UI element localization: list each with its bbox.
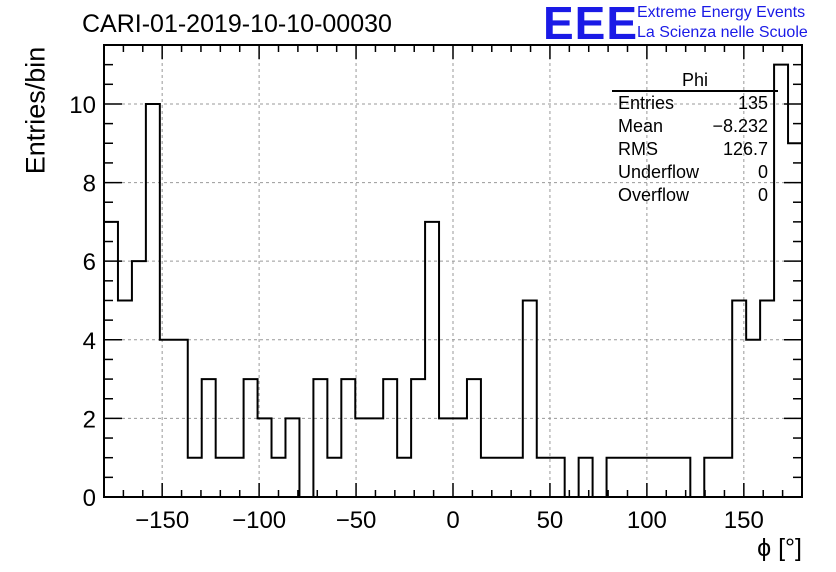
histogram-bar [174, 340, 188, 497]
histogram-bar [523, 300, 537, 497]
histogram-bar [397, 458, 411, 497]
stats-row-mean: Mean −8.232 [612, 115, 778, 138]
histogram-bar [676, 458, 690, 497]
histogram-bar [746, 340, 760, 497]
histogram-bar [383, 379, 397, 497]
x-tick-label: 100 [627, 507, 667, 534]
histogram-bar [188, 458, 202, 497]
stats-value: 0 [757, 185, 768, 205]
stats-row-entries: Entries 135 [612, 92, 778, 115]
histogram-bar [369, 418, 383, 497]
histogram-bar [453, 418, 467, 497]
stats-row-underflow: Underflow 0 [612, 161, 778, 184]
stats-value: 135 [737, 93, 768, 113]
histogram-bar [285, 418, 299, 497]
histogram-outline [104, 63, 802, 498]
histogram-bar [732, 300, 746, 497]
stats-label: RMS [618, 139, 658, 159]
stats-box: Phi Entries 135 Mean −8.232 RMS 126.7 Un… [612, 70, 778, 207]
histogram-bar [146, 104, 160, 497]
histogram-bar [341, 379, 355, 497]
histogram-bar [355, 418, 369, 497]
histogram-bar [313, 379, 327, 497]
histogram-bar [551, 458, 565, 497]
histogram-bar [439, 418, 453, 497]
x-tick-label: 150 [724, 507, 764, 534]
y-tick-label: 10 [69, 92, 96, 119]
histogram-bar [230, 458, 244, 497]
histogram-bar [537, 458, 551, 497]
stats-value: −8.232 [712, 116, 768, 136]
histogram-bar [327, 458, 341, 497]
histogram-bar [202, 379, 216, 497]
stats-label: Overflow [618, 185, 690, 205]
x-tick-label: −100 [232, 507, 286, 534]
histogram-bar [648, 458, 662, 497]
stats-row-rms: RMS 126.7 [612, 138, 778, 161]
histogram-bar [467, 379, 481, 497]
y-tick-label: 4 [83, 328, 96, 355]
histogram-bar [718, 458, 732, 497]
y-tick-label: 0 [83, 485, 96, 512]
chart-title: CARI-01-2019-10-10-00030 [82, 10, 392, 38]
stats-value: 0 [757, 162, 768, 182]
histogram-bar [411, 379, 425, 497]
y-tick-label: 8 [83, 171, 96, 198]
histogram-bar [244, 379, 258, 497]
stats-value: 126.7 [722, 139, 768, 159]
histogram-bar [760, 300, 774, 497]
histogram-bar [118, 300, 132, 497]
logo-line-1: Extreme Energy Events [637, 4, 806, 21]
histogram-bar [579, 458, 593, 497]
y-axis-label: Entries/bin [20, 46, 51, 175]
y-tick-label: 2 [83, 406, 96, 433]
logo-line-2: La Scienza nelle Scuole [637, 24, 808, 41]
histogram-bar [425, 222, 439, 497]
histogram-bar [216, 458, 230, 497]
x-tick-label: −150 [135, 507, 189, 534]
stats-label: Mean [618, 116, 664, 136]
histogram-bar [160, 340, 174, 497]
histogram-bar [132, 261, 146, 497]
x-tick-label: 0 [446, 507, 459, 534]
stats-title: Phi [612, 70, 778, 92]
histogram-bar [662, 458, 676, 497]
stats-label: Underflow [618, 162, 700, 182]
eee-logo: EEE [543, 0, 639, 49]
y-tick-label: 6 [83, 249, 96, 276]
stats-label: Entries [618, 93, 675, 113]
histogram-bar [481, 458, 495, 497]
histogram-bar [704, 458, 718, 497]
x-tick-label: −50 [336, 507, 377, 534]
histogram-bar [495, 458, 509, 497]
x-axis-label: ϕ [°] [757, 534, 802, 562]
x-tick-label: 50 [537, 507, 564, 534]
stats-row-overflow: Overflow 0 [612, 184, 778, 207]
